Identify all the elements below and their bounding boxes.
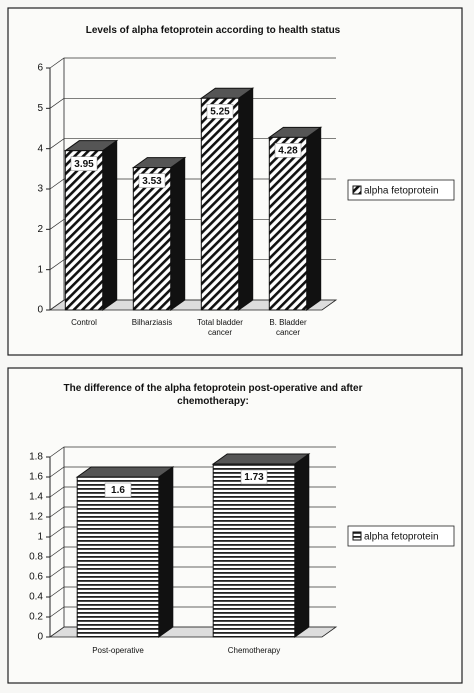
- bar-front: [76, 476, 160, 638]
- y-tick-label: 0.2: [29, 612, 43, 623]
- bar-front: [132, 167, 172, 311]
- value-label: 1.73: [244, 472, 264, 483]
- y-tick-label: 2: [37, 224, 43, 235]
- y-tick-label: 4: [37, 143, 43, 154]
- legend-swatch: [352, 185, 362, 195]
- x-tick-label: Post-operative: [92, 646, 144, 655]
- legend-label: alpha fetoprotein: [364, 532, 439, 543]
- legend-box: [347, 525, 455, 547]
- bar-top: [211, 453, 311, 465]
- bar-side: [158, 466, 174, 638]
- bar-front: [268, 136, 308, 311]
- x-tick-label: Bilharziasis: [131, 318, 173, 327]
- y-tick-label: 1: [37, 264, 43, 275]
- bar-side: [170, 156, 186, 311]
- bar: [211, 453, 311, 638]
- grid-line: [49, 57, 336, 69]
- y-tick-label: 1: [37, 532, 43, 543]
- y-tick-label: 0.6: [29, 572, 43, 583]
- value-label-box: [206, 104, 234, 119]
- legend-swatch: [352, 531, 362, 541]
- value-label: 3.95: [74, 159, 94, 170]
- bar-front: [64, 150, 104, 311]
- y-tick-label: 5: [37, 103, 43, 114]
- bar: [63, 139, 119, 311]
- x-tick-label: Chemotherapy: [227, 646, 281, 655]
- bar-side: [102, 139, 118, 311]
- y-tick-label: 1.4: [29, 492, 43, 503]
- value-label-box: [240, 469, 268, 485]
- value-label: 3.53: [142, 176, 162, 187]
- y-tick-label: 3: [37, 184, 43, 195]
- bar-side: [306, 126, 322, 311]
- bar-side: [294, 453, 310, 638]
- y-tick-label: 1.2: [29, 512, 43, 523]
- y-tick-label: 1.6: [29, 472, 43, 483]
- bar: [75, 466, 175, 638]
- bar: [199, 87, 255, 311]
- bar: [267, 126, 323, 311]
- value-label: 5.25: [210, 106, 230, 117]
- y-tick-label: 6: [37, 63, 43, 74]
- value-label-box: [104, 482, 132, 498]
- y-tick-label: 0.8: [29, 552, 43, 563]
- x-tick-label: B. Bladder cancer: [269, 318, 307, 337]
- value-label-box: [138, 173, 166, 188]
- bar-front: [212, 463, 296, 638]
- y-tick-label: 0.4: [29, 592, 43, 603]
- x-tick-label: Total bladder cancer: [197, 318, 243, 337]
- grid-line: [49, 446, 336, 458]
- legend-label: alpha fetoprotein: [364, 186, 439, 197]
- value-label: 1.6: [111, 485, 125, 496]
- chart-title: Levels of alpha fetoprotein according to…: [85, 25, 341, 36]
- value-label-box: [274, 143, 302, 158]
- y-tick-label: 1.8: [29, 452, 43, 463]
- chart-title: The difference of the alpha fetoprotein …: [63, 383, 363, 407]
- bar: [131, 156, 187, 311]
- legend-box: [347, 179, 455, 201]
- bar-top: [75, 466, 175, 478]
- y-tick-label: 0: [37, 305, 43, 316]
- bar-side: [238, 87, 254, 311]
- bar-front: [200, 97, 240, 311]
- x-tick-label: Control: [71, 318, 97, 327]
- value-label: 4.28: [278, 146, 298, 157]
- y-tick-label: 0: [37, 632, 43, 643]
- value-label-box: [70, 156, 98, 171]
